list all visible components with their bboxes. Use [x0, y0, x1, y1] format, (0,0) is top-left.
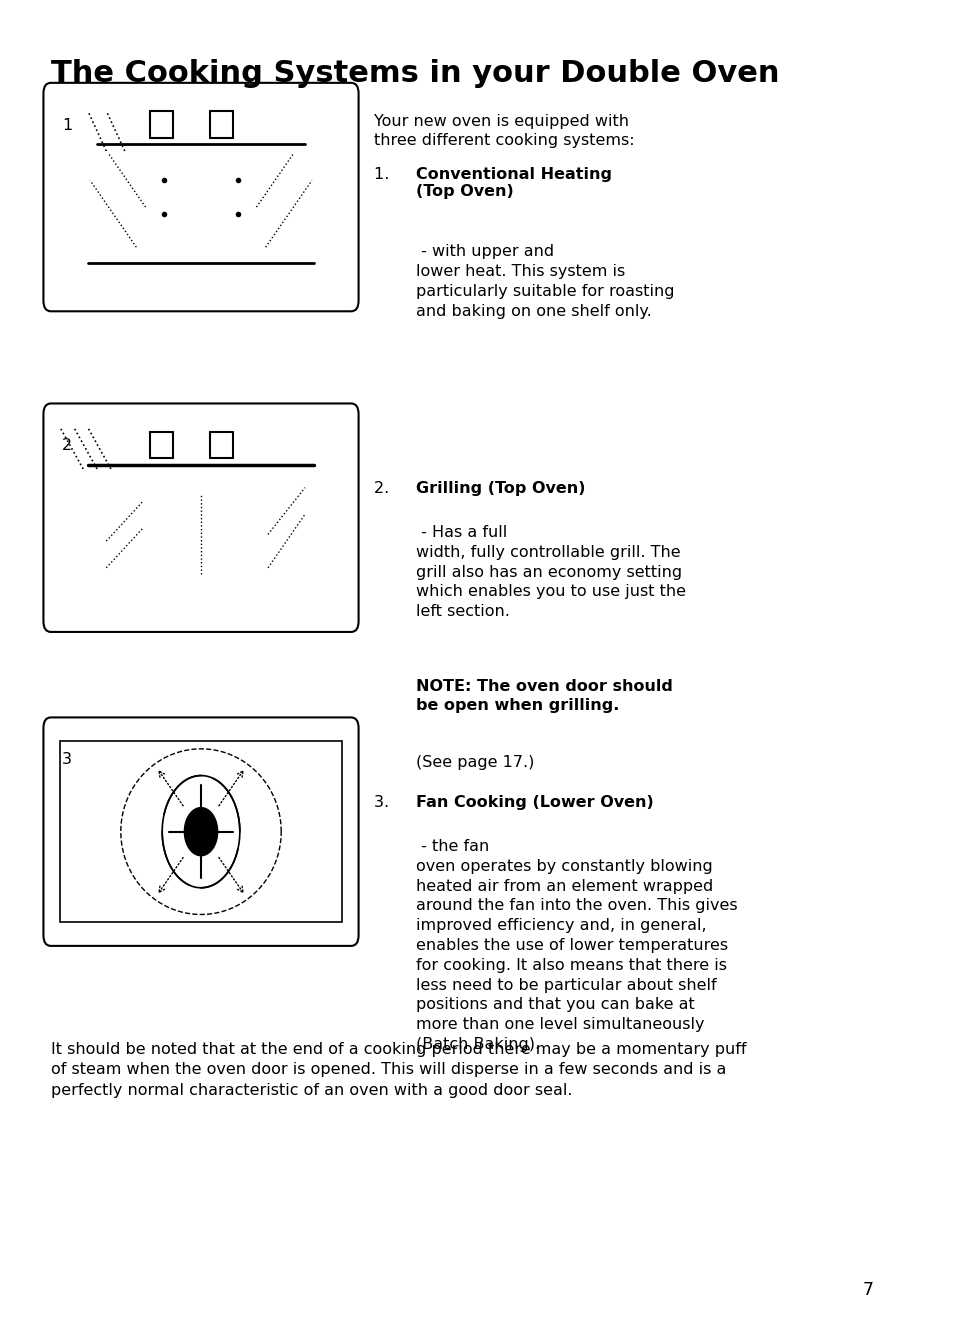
Text: - Has a full
width, fully controllable grill. The
grill also has an economy sett: - Has a full width, fully controllable g…: [416, 525, 685, 620]
Text: Grilling (Top Oven): Grilling (Top Oven): [416, 481, 585, 496]
FancyBboxPatch shape: [60, 741, 341, 922]
Text: The Cooking Systems in your Double Oven: The Cooking Systems in your Double Oven: [51, 59, 779, 88]
Text: Your new oven is equipped with
three different cooking systems:: Your new oven is equipped with three dif…: [374, 114, 635, 148]
Text: It should be noted that at the end of a cooking period there may be a momentary : It should be noted that at the end of a …: [51, 1042, 745, 1098]
Text: 7: 7: [862, 1281, 872, 1299]
Text: 3.: 3.: [374, 795, 399, 810]
Text: 1.: 1.: [374, 167, 399, 182]
Text: 3: 3: [62, 752, 71, 767]
FancyBboxPatch shape: [44, 717, 358, 946]
Text: 2: 2: [62, 438, 72, 453]
Text: 1: 1: [62, 118, 72, 132]
Text: - with upper and
lower heat. This system is
particularly suitable for roasting
a: - with upper and lower heat. This system…: [416, 244, 674, 319]
Text: Conventional Heating
(Top Oven): Conventional Heating (Top Oven): [416, 167, 611, 199]
FancyBboxPatch shape: [44, 83, 358, 311]
Text: (See page 17.): (See page 17.): [416, 755, 534, 770]
Text: - the fan
oven operates by constantly blowing
heated air from an element wrapped: - the fan oven operates by constantly bl…: [416, 839, 737, 1051]
Text: NOTE: The oven door should
be open when grilling.: NOTE: The oven door should be open when …: [416, 679, 672, 713]
Polygon shape: [184, 808, 217, 855]
Text: 2.: 2.: [374, 481, 399, 496]
Text: Fan Cooking (Lower Oven): Fan Cooking (Lower Oven): [416, 795, 653, 810]
FancyBboxPatch shape: [44, 403, 358, 632]
